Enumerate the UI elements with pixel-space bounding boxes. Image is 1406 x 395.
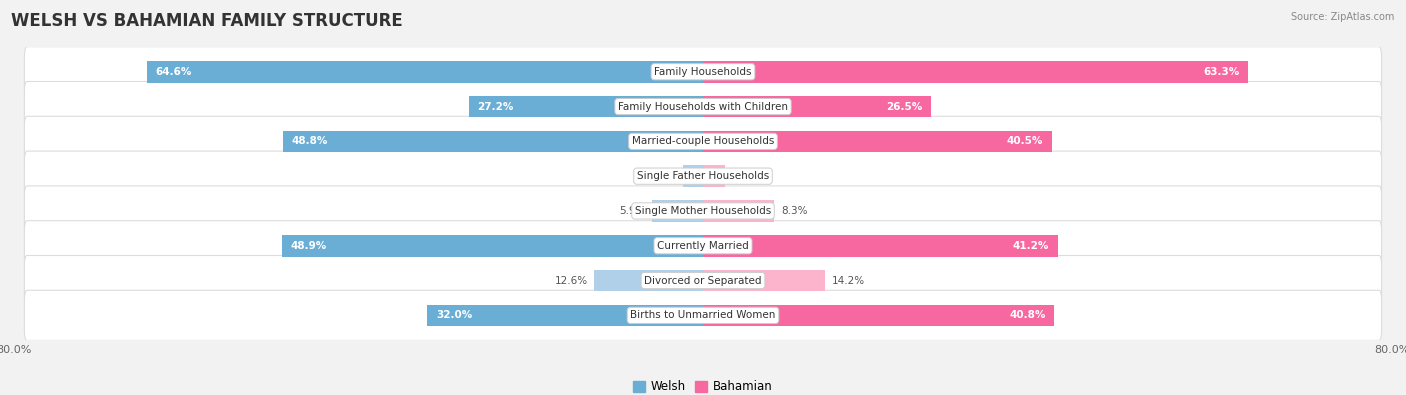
FancyBboxPatch shape xyxy=(24,47,1382,97)
Text: 41.2%: 41.2% xyxy=(1012,241,1049,251)
Text: Single Mother Households: Single Mother Households xyxy=(636,206,770,216)
Text: Births to Unmarried Women: Births to Unmarried Women xyxy=(630,310,776,320)
Text: Currently Married: Currently Married xyxy=(657,241,749,251)
FancyBboxPatch shape xyxy=(24,186,1382,236)
Bar xyxy=(146,61,703,83)
Text: 32.0%: 32.0% xyxy=(436,310,472,320)
Text: Single Father Households: Single Father Households xyxy=(637,171,769,181)
FancyBboxPatch shape xyxy=(24,256,1382,306)
Text: 2.5%: 2.5% xyxy=(731,171,758,181)
Bar xyxy=(703,235,1057,256)
Bar xyxy=(703,166,724,187)
Text: 26.5%: 26.5% xyxy=(886,102,922,111)
Bar xyxy=(703,61,1249,83)
Text: Married-couple Households: Married-couple Households xyxy=(631,136,775,147)
Legend: Welsh, Bahamian: Welsh, Bahamian xyxy=(628,376,778,395)
Bar xyxy=(652,200,703,222)
FancyBboxPatch shape xyxy=(24,81,1382,132)
Text: Family Households: Family Households xyxy=(654,67,752,77)
Bar xyxy=(468,96,703,117)
FancyBboxPatch shape xyxy=(24,221,1382,271)
Text: 64.6%: 64.6% xyxy=(155,67,191,77)
Text: 12.6%: 12.6% xyxy=(554,276,588,286)
Bar xyxy=(283,131,703,152)
Text: 2.3%: 2.3% xyxy=(650,171,676,181)
FancyBboxPatch shape xyxy=(24,151,1382,201)
FancyBboxPatch shape xyxy=(24,116,1382,166)
Text: 48.9%: 48.9% xyxy=(291,241,326,251)
Text: Source: ZipAtlas.com: Source: ZipAtlas.com xyxy=(1291,12,1395,22)
Bar xyxy=(703,96,931,117)
Text: 27.2%: 27.2% xyxy=(478,102,513,111)
Text: 14.2%: 14.2% xyxy=(832,276,865,286)
Bar xyxy=(683,166,703,187)
Bar xyxy=(595,270,703,292)
Text: Divorced or Separated: Divorced or Separated xyxy=(644,276,762,286)
Text: 40.8%: 40.8% xyxy=(1010,310,1046,320)
Bar xyxy=(703,131,1052,152)
Text: 8.3%: 8.3% xyxy=(782,206,808,216)
Bar xyxy=(427,305,703,326)
Text: Family Households with Children: Family Households with Children xyxy=(619,102,787,111)
Text: 48.8%: 48.8% xyxy=(291,136,328,147)
Bar xyxy=(281,235,703,256)
Bar xyxy=(703,305,1054,326)
Text: 63.3%: 63.3% xyxy=(1204,67,1240,77)
Bar xyxy=(703,270,825,292)
Text: WELSH VS BAHAMIAN FAMILY STRUCTURE: WELSH VS BAHAMIAN FAMILY STRUCTURE xyxy=(11,12,404,30)
Text: 5.9%: 5.9% xyxy=(619,206,645,216)
FancyBboxPatch shape xyxy=(24,290,1382,340)
Text: 40.5%: 40.5% xyxy=(1007,136,1043,147)
Bar xyxy=(703,200,775,222)
